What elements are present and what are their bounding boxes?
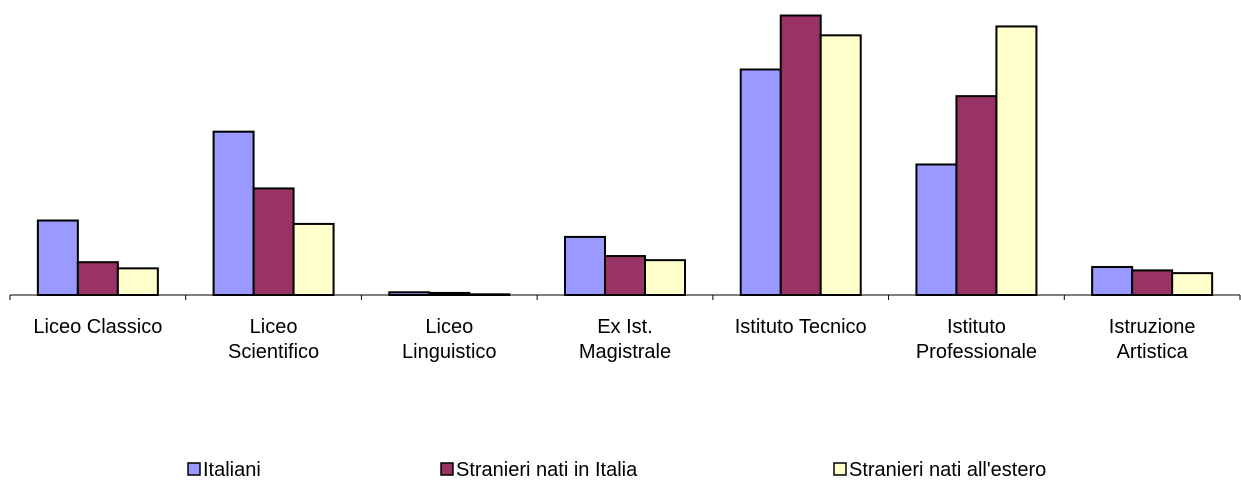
x-tick-label: Ex Ist. Magistrale [579,316,671,363]
bar [995,25,1038,296]
x-tick-label: Liceo Scientifico [228,316,319,363]
bar [564,235,606,297]
bar [604,255,646,296]
legend-swatch [833,462,847,476]
x-tick-label: Istituto Professionale [916,316,1037,363]
bar [212,130,255,296]
bar [955,95,998,297]
bar [36,219,79,296]
x-tick-label: Istituto Tecnico [735,316,867,338]
bar [644,259,686,296]
legend-label: Stranieri nati in Italia [456,459,638,481]
bar [116,267,159,297]
bar [252,187,295,296]
bar [1171,272,1214,296]
legend-swatch [440,462,454,476]
bar [292,222,335,296]
bar [739,68,782,296]
bar [1091,265,1134,297]
legend-label: Stranieri nati all'estero [849,459,1046,481]
legend-label: Italiani [203,459,261,481]
bar [1131,269,1174,296]
bar [819,34,862,296]
bar [76,261,119,297]
legend-swatch [187,462,201,476]
x-tick-label: Liceo Linguistico [402,316,497,363]
bar [915,163,958,296]
bar [779,14,822,297]
x-tick-label: Istruzione Artistica [1109,316,1196,363]
x-tick-label: Liceo Classico [33,316,162,338]
